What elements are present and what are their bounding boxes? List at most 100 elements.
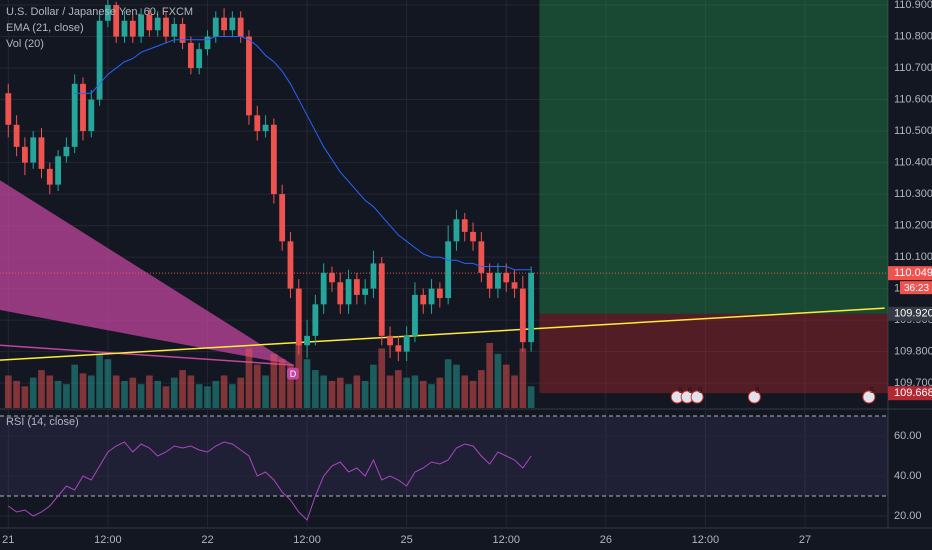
volume-bar xyxy=(96,353,103,408)
volume-bar xyxy=(38,370,45,408)
candle-body xyxy=(353,279,360,295)
candle-body xyxy=(312,304,319,336)
target-zone xyxy=(539,0,888,314)
volume-bar xyxy=(486,343,493,408)
volume-bar xyxy=(303,359,311,408)
volume-bar xyxy=(212,380,220,408)
volume-bar xyxy=(461,375,469,408)
stop-label-box xyxy=(888,386,932,401)
volume-bar xyxy=(146,375,153,408)
candle-body xyxy=(395,345,402,352)
volume-bar xyxy=(287,364,294,408)
candle-body xyxy=(237,17,244,37)
candle-body xyxy=(528,272,535,343)
volume-bar xyxy=(428,384,435,408)
candle-body xyxy=(21,146,28,163)
volume-bar xyxy=(419,380,427,408)
legend-entry: EMA (21, close) xyxy=(6,22,84,34)
volume-bar xyxy=(121,380,128,408)
countdown-box xyxy=(900,281,932,295)
volume-bar xyxy=(511,375,518,408)
candle-body xyxy=(204,36,211,50)
y-tick-label: 109.800 xyxy=(894,346,932,358)
candle-body xyxy=(495,272,501,289)
candle-body xyxy=(88,99,95,132)
chart-title: U.S. Dollar / Japanese Yen, 60, FXCM xyxy=(6,6,193,18)
volume-bar xyxy=(29,377,37,408)
x-tick-label: 21 xyxy=(2,534,14,546)
stop-label: 109.668 xyxy=(894,387,932,399)
y-tick-label: 109.700 xyxy=(894,377,932,389)
candle-body xyxy=(519,288,526,343)
volume-bar xyxy=(71,364,79,408)
volume-bar xyxy=(353,375,361,408)
volume-bar xyxy=(179,370,186,408)
volume-bar xyxy=(79,373,87,408)
volume-bar xyxy=(245,348,253,408)
volume-bar xyxy=(170,377,178,408)
x-tick-label: 26 xyxy=(600,534,612,546)
volume-bar xyxy=(478,370,485,408)
pattern xyxy=(0,180,294,366)
candle-body xyxy=(212,17,219,37)
volume-bar xyxy=(345,384,352,408)
candle-body xyxy=(80,83,86,132)
stop-zone xyxy=(539,313,888,394)
volume-bar xyxy=(46,375,54,408)
candle-body xyxy=(187,42,194,69)
candle-body xyxy=(270,124,277,195)
volume-bar xyxy=(403,377,410,408)
volume-bar xyxy=(237,377,244,408)
candle-body xyxy=(387,335,393,346)
rsi-band xyxy=(0,416,888,496)
trendline xyxy=(0,307,885,361)
volume-bar xyxy=(411,375,419,408)
y-tick-label: 110.300 xyxy=(894,188,932,200)
volume-bar xyxy=(154,380,162,408)
candle-body xyxy=(486,272,493,289)
candle-body xyxy=(221,17,227,31)
candle-body xyxy=(287,241,294,289)
candle-body xyxy=(461,219,468,232)
event-count: 8 xyxy=(755,386,760,395)
event-flag xyxy=(747,390,761,404)
y-tick-label: 110.800 xyxy=(894,30,932,42)
volume-bar xyxy=(204,386,211,408)
rsi-title: RSI (14, close) xyxy=(6,416,79,428)
x-tick-label: 27 xyxy=(799,534,811,546)
x-tick-label: 12:00 xyxy=(94,534,122,546)
volume-bar xyxy=(21,386,29,408)
volume-bar xyxy=(320,375,327,408)
volume-bar xyxy=(328,380,336,408)
candle-body xyxy=(129,20,136,37)
candle-body xyxy=(436,288,443,299)
candle-body xyxy=(295,288,302,346)
last-price-label: 110.049 xyxy=(894,267,932,279)
candle-body xyxy=(345,279,352,305)
candle-body xyxy=(329,272,335,283)
candle-body xyxy=(196,49,203,69)
candle-body xyxy=(362,288,369,295)
event-count: 6 xyxy=(678,386,683,395)
candle-body xyxy=(378,263,385,336)
volume-bar xyxy=(436,377,444,408)
volume-bar xyxy=(104,359,112,408)
candle-body xyxy=(71,83,78,147)
event-count: 6 xyxy=(698,386,703,395)
candle-body xyxy=(403,335,410,352)
volume-bar xyxy=(527,386,535,408)
candle-body xyxy=(5,93,12,125)
volume-bar xyxy=(54,380,62,408)
volume-bar xyxy=(87,375,95,408)
candle-body xyxy=(370,263,377,289)
candle-body xyxy=(146,14,153,31)
volume-bar xyxy=(112,375,120,408)
volume-bar xyxy=(262,375,269,408)
last-price-label-box xyxy=(888,266,932,281)
volume-bar xyxy=(312,370,319,408)
volume-bar xyxy=(519,348,527,408)
volume-bar xyxy=(129,377,137,408)
volume-bar xyxy=(395,370,402,408)
candle-body xyxy=(171,23,178,37)
